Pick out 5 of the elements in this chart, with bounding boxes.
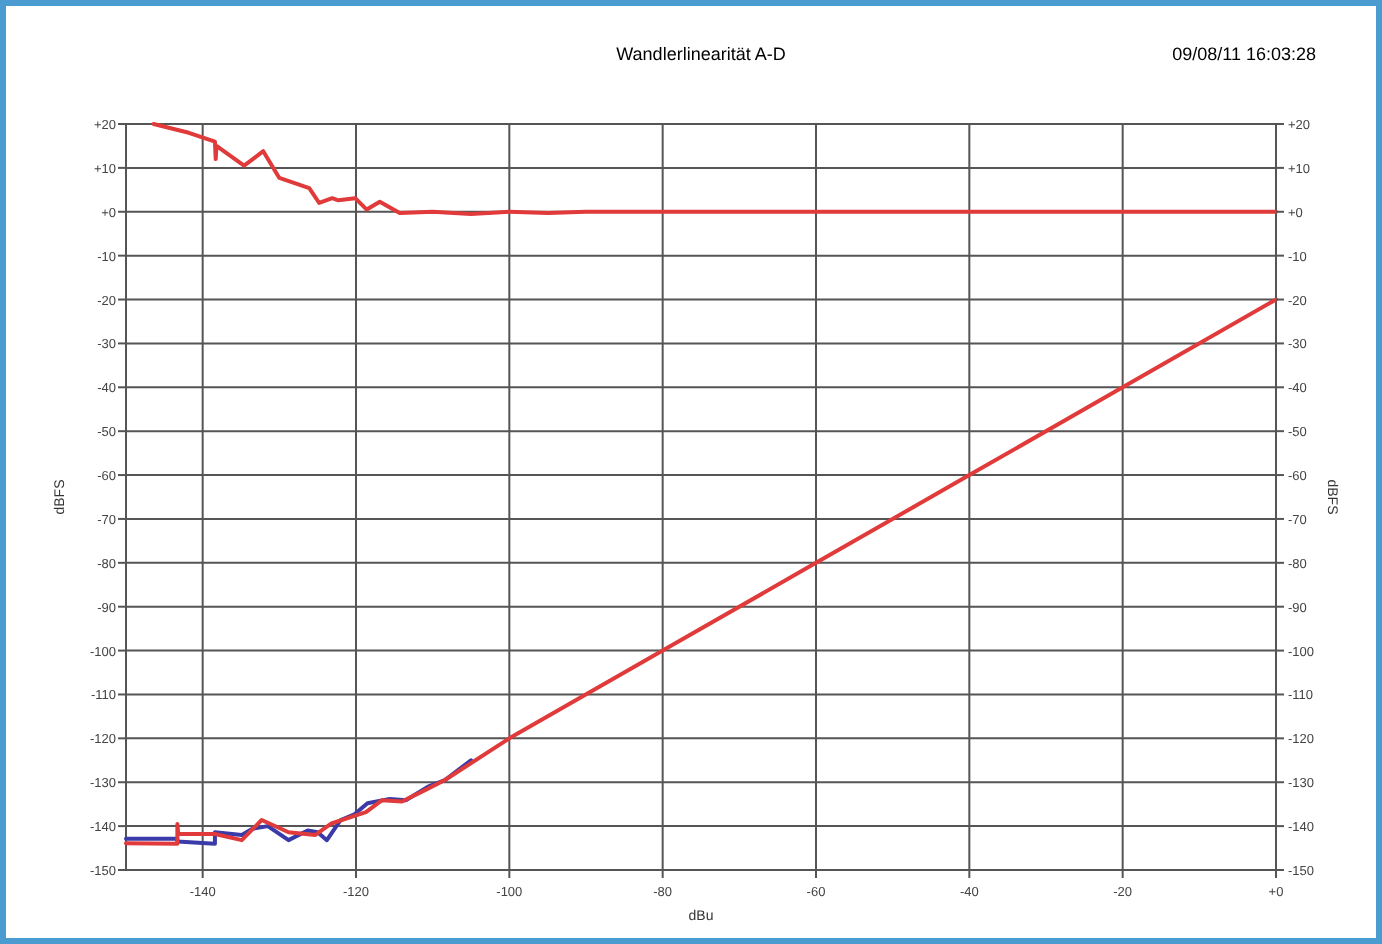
text: 09/08/11 16:03:28 (1172, 44, 1316, 64)
line-series (124, 297, 1278, 846)
line-series (151, 122, 1278, 216)
chart-title: Wandlerlinearität A-D (616, 44, 787, 64)
line-series (124, 758, 473, 846)
